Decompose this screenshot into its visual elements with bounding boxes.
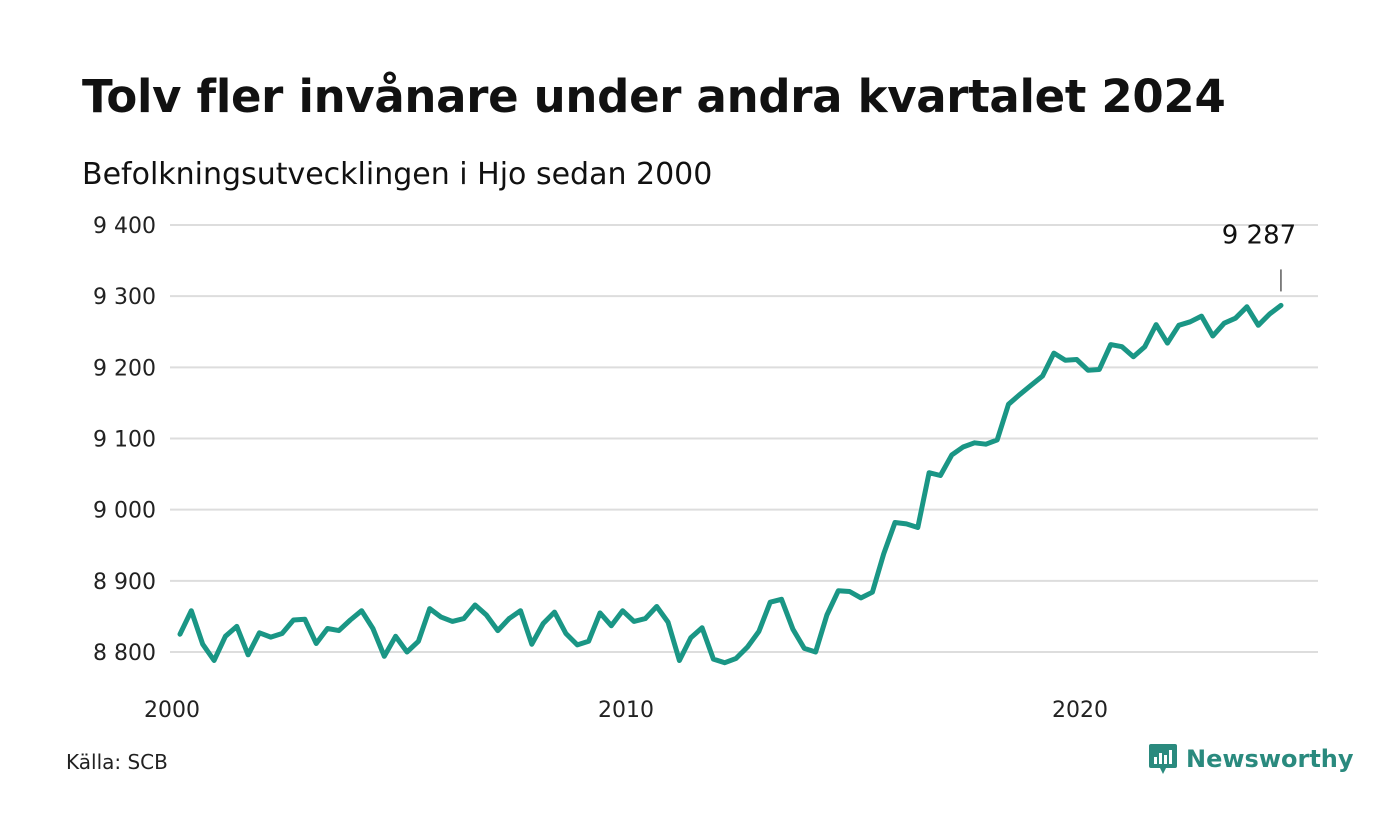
annotation-label: 9 287 xyxy=(1222,220,1296,250)
y-tick-label: 9 100 xyxy=(93,428,156,453)
y-tick-label: 9 300 xyxy=(93,285,156,310)
y-tick-label: 8 900 xyxy=(93,570,156,595)
x-tick-label: 2020 xyxy=(1052,698,1108,723)
chart-subtitle: Befolkningsutvecklingen i Hjo sedan 2000 xyxy=(82,157,713,192)
x-tick-label: 2000 xyxy=(144,698,200,723)
newsworthy-logo: Newsworthy xyxy=(1148,742,1354,776)
brand-name: Newsworthy xyxy=(1186,745,1354,773)
chart-title: Tolv fler invånare under andra kvartalet… xyxy=(82,70,1226,123)
y-tick-label: 9 000 xyxy=(93,499,156,524)
y-tick-label: 8 800 xyxy=(93,641,156,666)
y-tick-label: 9 400 xyxy=(93,214,156,239)
source-note: Källa: SCB xyxy=(66,750,168,774)
newsworthy-icon xyxy=(1149,744,1177,774)
population-line xyxy=(177,302,1284,666)
x-tick-label: 2010 xyxy=(598,698,654,723)
y-tick-label: 9 200 xyxy=(93,356,156,381)
